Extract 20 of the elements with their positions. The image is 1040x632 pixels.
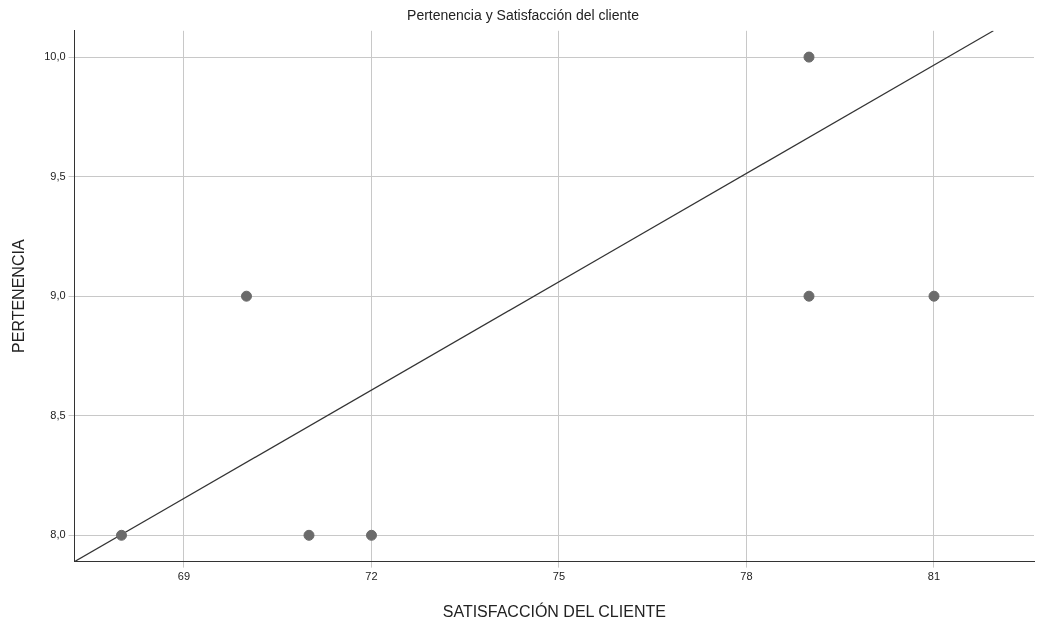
point xyxy=(303,529,315,541)
y-tick-label: 10,0 xyxy=(44,50,66,63)
y-tick-label: 9,0 xyxy=(50,289,66,302)
x-tick-label: 69 xyxy=(177,570,191,583)
x-tick-label: 72 xyxy=(365,570,378,583)
x-tick-label: 75 xyxy=(552,570,566,583)
y-tick-label: 8,0 xyxy=(50,528,66,541)
y-tick-label: 8,5 xyxy=(50,408,66,421)
y-tick-label: 9,5 xyxy=(50,169,66,182)
chart-title: Pertenencia y Satisfacción del cliente xyxy=(407,7,640,24)
point xyxy=(365,529,377,541)
y-axis-title: PERTENENCIA xyxy=(10,239,28,353)
x-axis-title: SATISFACCIÓN DEL CLIENTE xyxy=(442,601,666,620)
x-tick-label: 78 xyxy=(740,570,753,583)
point xyxy=(928,290,940,302)
point xyxy=(240,290,252,302)
point xyxy=(803,51,815,63)
point xyxy=(803,290,815,302)
point xyxy=(115,529,127,541)
x-tick-label: 81 xyxy=(927,570,941,583)
